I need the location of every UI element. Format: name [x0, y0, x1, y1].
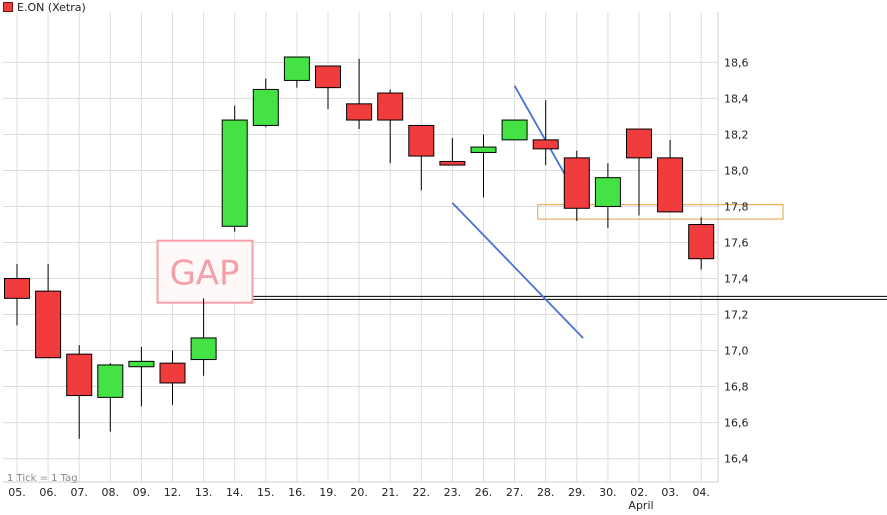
x-tick-label: 12.	[164, 486, 182, 499]
y-tick-label: 16,6	[724, 417, 749, 430]
x-tick-label: 08.	[102, 486, 120, 499]
y-tick-label: 17,4	[724, 273, 749, 286]
candle-body	[66, 353, 93, 397]
candle-body	[563, 157, 590, 209]
x-tick-label: 19.	[319, 486, 337, 499]
candle-body	[346, 103, 373, 121]
y-tick-label: 18,2	[724, 128, 749, 141]
candles	[4, 56, 715, 439]
y-tick-label: 16,4	[724, 453, 749, 466]
legend-swatch	[3, 2, 13, 12]
x-tick-label: 13.	[195, 486, 213, 499]
candle-body	[159, 362, 186, 384]
y-tick-label: 16,8	[724, 381, 749, 394]
x-tick-label: 22.	[413, 486, 431, 499]
candle-body	[532, 139, 559, 150]
y-tick-label: 17,8	[724, 200, 749, 213]
legend-label: E.ON (Xetra)	[17, 0, 86, 14]
chart-overlays: GAP	[156, 85, 887, 339]
x-tick-label: 23.	[444, 486, 462, 499]
channel-lower-line	[451, 202, 584, 339]
candle-body	[97, 364, 124, 398]
x-tick-label: 27.	[506, 486, 524, 499]
x-tick-label: 21.	[381, 486, 399, 499]
y-tick-label: 17,0	[724, 345, 749, 358]
x-tick-label: 02.	[630, 486, 648, 499]
candle-body	[501, 119, 528, 141]
x-tick-label: 30.	[599, 486, 617, 499]
candle-body	[408, 124, 435, 157]
x-tick-label: 16.	[288, 486, 306, 499]
candle-body	[283, 56, 310, 81]
candle-body	[594, 177, 621, 207]
gap-annotation-box	[156, 239, 254, 304]
x-tick-label: 29.	[568, 486, 586, 499]
x-tick-label: 28.	[537, 486, 555, 499]
x-tick-label: 07.	[70, 486, 88, 499]
x-tick-label: 20.	[350, 486, 368, 499]
x-tick-label: 05.	[8, 486, 26, 499]
x-tick-label: 14.	[226, 486, 244, 499]
y-tick-label: 18,4	[724, 92, 749, 105]
candle-body	[252, 88, 279, 126]
x-tick-label: 26.	[475, 486, 493, 499]
candle-body	[128, 360, 155, 368]
chart-axes: 16,4 16,6 16,8 17,0 17,2 17,4 17,6 17,8 18,0 18,2…	[8, 56, 748, 499]
x-tick-label: 15.	[257, 486, 275, 499]
y-tick-label: 18,6	[724, 56, 749, 69]
candle-body	[657, 157, 684, 213]
candle-body	[35, 290, 62, 359]
candle-body	[470, 146, 497, 153]
y-tick-label: 17,6	[724, 236, 749, 249]
footnote: 1 Tick = 1 Tag	[7, 473, 78, 484]
y-tick-label: 17,2	[724, 309, 749, 322]
candle-body	[4, 278, 30, 299]
y-tick-label: 18,0	[724, 164, 749, 177]
candle-body	[315, 65, 341, 89]
gap-annotation-label: GAP	[169, 254, 239, 294]
candle-body	[439, 160, 466, 166]
candle-body	[377, 92, 404, 121]
x-tick-label: 09.	[133, 486, 151, 499]
chart-legend: E.ON (Xetra)	[3, 0, 86, 14]
month-label: April	[628, 499, 653, 512]
x-tick-label: 04.	[692, 486, 710, 499]
x-tick-label: 06.	[39, 486, 57, 499]
candle-body	[221, 119, 248, 227]
candle-body	[626, 128, 652, 159]
candle-body	[688, 223, 715, 260]
candle-body	[190, 337, 217, 361]
x-tick-label: 03.	[661, 486, 679, 499]
